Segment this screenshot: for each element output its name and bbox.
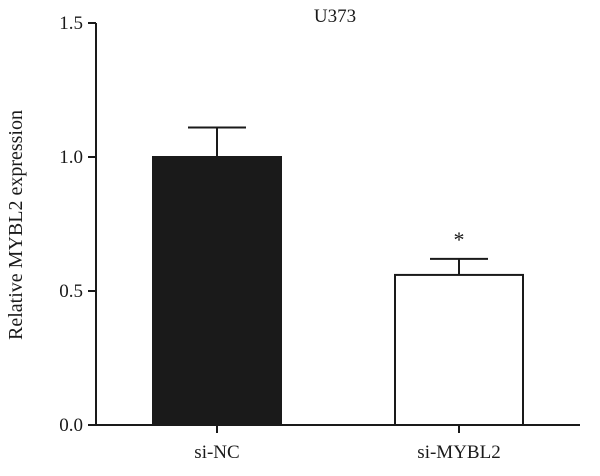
y-axis-title: Relative MYBL2 expression [5, 110, 27, 340]
x-tick-label: si-MYBL2 [417, 442, 500, 463]
x-axis: si-NC si-MYBL2 [95, 424, 580, 463]
y-axis: 0.0 0.5 1.0 1.5 [59, 13, 97, 436]
bar-si-NC [152, 156, 282, 426]
y-tick-label: 0.0 [59, 415, 83, 436]
bar-si-MYBL2 [394, 273, 524, 427]
chart-title: U373 [314, 6, 356, 27]
significance-marker: * [454, 227, 465, 252]
y-tick-label: 1.0 [59, 147, 83, 168]
annotations: * [454, 227, 465, 252]
error-bars [188, 126, 488, 275]
y-tick-label: 1.5 [59, 13, 83, 34]
y-tick-label: 0.5 [59, 281, 83, 302]
x-tick-label: si-NC [194, 442, 239, 463]
bars [152, 156, 524, 427]
